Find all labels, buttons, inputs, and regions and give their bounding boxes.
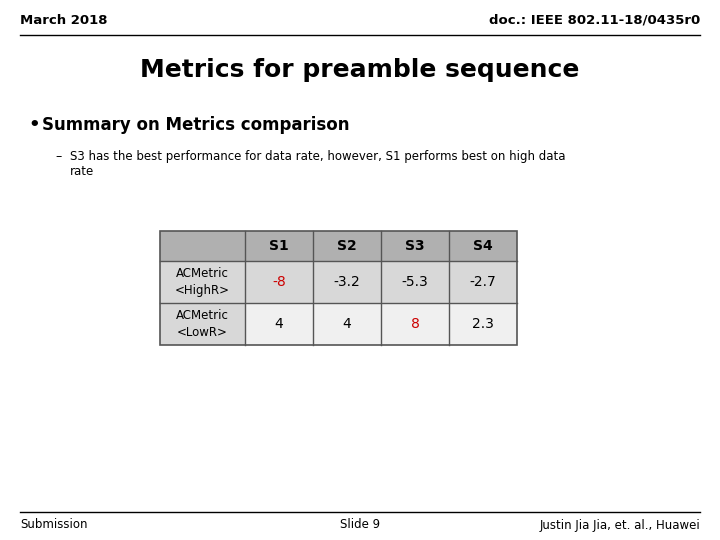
Text: Metrics for preamble sequence: Metrics for preamble sequence [140, 58, 580, 82]
Text: S3: S3 [405, 239, 425, 253]
Text: Summary on Metrics comparison: Summary on Metrics comparison [42, 116, 349, 134]
Bar [160, 231, 517, 345]
Bar [160, 261, 245, 303]
Text: 4: 4 [343, 317, 351, 331]
Text: –: – [55, 150, 61, 163]
Text: Submission: Submission [20, 518, 88, 531]
Text: Slide 9: Slide 9 [340, 518, 380, 531]
Text: •: • [28, 116, 40, 134]
Text: 4: 4 [274, 317, 284, 331]
Text: 8: 8 [410, 317, 420, 331]
Text: S2: S2 [337, 239, 357, 253]
Bar [160, 231, 517, 261]
Bar [245, 303, 517, 345]
Text: 2.3: 2.3 [472, 317, 494, 331]
Text: ACMetric
<LowR>: ACMetric <LowR> [176, 309, 229, 339]
Text: March 2018: March 2018 [20, 14, 107, 26]
Text: -5.3: -5.3 [402, 275, 428, 289]
Text: -2.7: -2.7 [469, 275, 496, 289]
Text: -8: -8 [272, 275, 286, 289]
Bar [245, 261, 517, 303]
Text: rate: rate [70, 165, 94, 178]
Text: S4: S4 [473, 239, 493, 253]
Text: S1: S1 [269, 239, 289, 253]
Text: ACMetric
<HighR>: ACMetric <HighR> [175, 267, 230, 297]
Bar [160, 303, 245, 345]
Text: S3 has the best performance for data rate, however, S1 performs best on high dat: S3 has the best performance for data rat… [70, 150, 565, 163]
Text: doc.: IEEE 802.11-18/0435r0: doc.: IEEE 802.11-18/0435r0 [489, 14, 700, 26]
Text: -3.2: -3.2 [333, 275, 361, 289]
Text: Justin Jia Jia, et. al., Huawei: Justin Jia Jia, et. al., Huawei [539, 518, 700, 531]
